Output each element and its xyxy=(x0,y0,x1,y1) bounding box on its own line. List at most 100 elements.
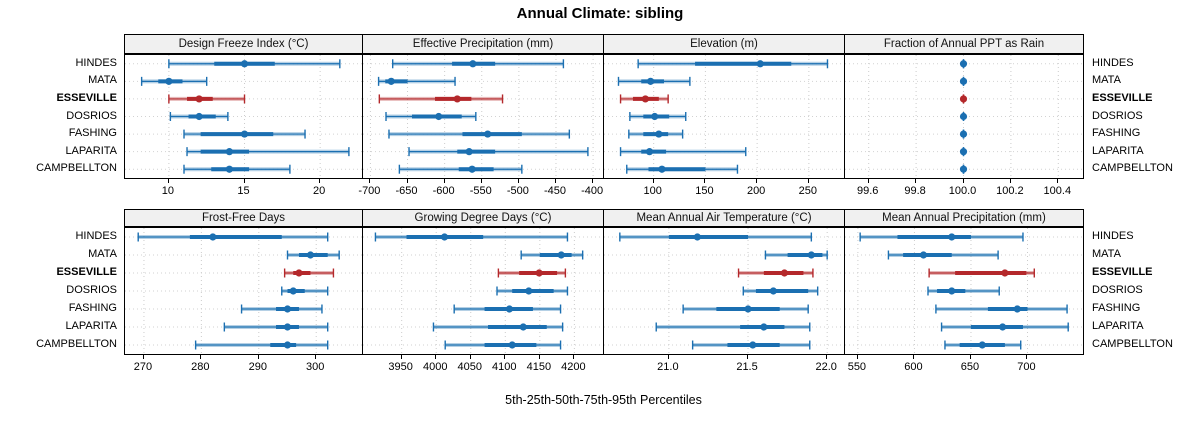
axis-tick-label: 10 xyxy=(161,185,174,197)
median-dot xyxy=(240,60,249,68)
median-dot xyxy=(508,341,516,349)
station-label-right-campbellton: CAMPBELLTON xyxy=(1092,162,1173,175)
station-row-fashing xyxy=(183,129,306,139)
axis-design-freeze-index: 10 15 20 xyxy=(124,179,362,201)
axis-tick-label: 150 xyxy=(695,185,714,197)
station-row-laparita xyxy=(432,322,564,332)
axis-tickmark xyxy=(1009,179,1011,183)
panel-strip-elevation: Elevation (m) xyxy=(603,34,845,54)
axis-tick-label: 100.2 xyxy=(996,185,1024,197)
station-label-left-mata: MATA xyxy=(88,248,117,260)
station-label-right-hindes: HINDES xyxy=(1092,56,1134,69)
station-row-campbellton xyxy=(626,164,739,174)
median-dot xyxy=(959,60,968,68)
median-dot xyxy=(195,95,203,103)
median-dot xyxy=(435,112,443,121)
panel-growing-degree-days xyxy=(362,227,604,355)
median-dot xyxy=(453,95,461,103)
panel-strip-mean-annual-air-temperature: Mean Annual Air Temperature (°C) xyxy=(603,209,845,227)
axis-tickmark xyxy=(167,179,169,183)
station-label-right-hindes: HINDES xyxy=(1092,230,1134,242)
axis-tick-label: 100 xyxy=(643,185,662,197)
station-row-laparita xyxy=(959,147,968,157)
axis-tickmark xyxy=(592,179,594,183)
station-row-esseville xyxy=(283,268,335,278)
station-row-campbellton xyxy=(444,340,562,350)
axis-tickmark xyxy=(807,179,809,183)
station-row-fashing xyxy=(959,129,968,139)
median-dot xyxy=(959,130,968,138)
axis-tick-label: 4100 xyxy=(492,361,517,373)
station-row-mata xyxy=(617,76,691,86)
median-dot xyxy=(468,165,476,173)
axis-tickmark xyxy=(443,179,445,183)
station-row-dosrios xyxy=(959,112,968,121)
station-label-left-esseville: ESSEVILLE xyxy=(56,91,117,104)
median-dot xyxy=(469,60,477,68)
station-row-dosrios xyxy=(742,286,819,296)
median-dot xyxy=(693,233,701,241)
median-dot xyxy=(440,233,449,241)
station-row-hindes xyxy=(137,232,329,242)
axis-tickmark xyxy=(480,179,482,183)
median-dot xyxy=(505,305,514,313)
median-dot xyxy=(283,305,292,313)
axis-tick-label: 650 xyxy=(960,361,980,373)
station-row-mata xyxy=(520,250,584,260)
station-label-right-dosrios: DOSRIOS xyxy=(1092,109,1143,122)
station-row-mata xyxy=(140,76,208,86)
station-label-left-laparita: LAPARITA xyxy=(65,320,117,332)
median-dot xyxy=(195,112,203,121)
axis-tickmark xyxy=(435,355,437,359)
median-dot xyxy=(519,323,527,331)
axis-tick-label: -400 xyxy=(581,185,604,197)
station-label-right-mata: MATA xyxy=(1092,248,1121,260)
axis-tick-label: 550 xyxy=(847,361,867,373)
median-dot xyxy=(959,112,968,121)
station-row-hindes xyxy=(859,232,1024,242)
panel-strip-fraction-of-annual-ppt-as-rain: Fraction of Annual PPT as Rain xyxy=(844,34,1084,54)
station-row-laparita xyxy=(223,322,329,332)
station-row-hindes xyxy=(959,59,968,69)
median-dot xyxy=(387,77,395,85)
station-label-left-mata: MATA xyxy=(88,74,117,87)
panel-mean-annual-precipitation xyxy=(844,227,1084,355)
station-row-hindes xyxy=(637,59,829,69)
station-row-campbellton xyxy=(959,164,968,174)
axis-tickmark xyxy=(406,179,408,183)
median-dot xyxy=(283,323,292,331)
station-row-fashing xyxy=(240,304,323,314)
panel-strip-mean-annual-precipitation: Mean Annual Precipitation (mm) xyxy=(844,209,1084,227)
station-row-hindes xyxy=(374,232,569,242)
axis-tickmark xyxy=(142,355,144,359)
axis-tick-label: 21.0 xyxy=(657,361,679,373)
station-row-esseville xyxy=(497,268,567,278)
axis-tick-label: 700 xyxy=(1017,361,1036,373)
axis-tick-label: 20 xyxy=(313,185,326,197)
median-dot xyxy=(525,287,533,295)
median-dot xyxy=(978,341,986,349)
axis-tick-label: 3950 xyxy=(388,361,413,373)
panel-elevation xyxy=(603,54,845,179)
station-label-right-laparita: LAPARITA xyxy=(1092,144,1144,157)
axis-tickmark xyxy=(200,355,202,359)
median-dot xyxy=(289,287,297,295)
median-dot xyxy=(1001,269,1009,277)
station-row-campbellton xyxy=(194,340,329,350)
station-row-fashing xyxy=(682,304,809,314)
station-row-dosrios xyxy=(927,286,1000,296)
panel-strip-growing-degree-days: Growing Degree Days (°C) xyxy=(362,209,604,227)
median-dot xyxy=(959,165,968,173)
axis-tickmark xyxy=(826,355,828,359)
station-row-campbellton xyxy=(398,164,523,174)
station-row-mata xyxy=(286,250,340,260)
axis-tickmark xyxy=(756,179,758,183)
station-row-mata xyxy=(377,76,456,86)
axis-tick-label: 4000 xyxy=(422,361,448,373)
station-label-right-fashing: FASHING xyxy=(1092,127,1141,140)
axis-tick-label: 250 xyxy=(798,185,818,197)
station-row-fashing xyxy=(388,129,571,139)
station-row-dosrios xyxy=(169,112,229,121)
median-dot xyxy=(760,323,768,331)
axis-tickmark xyxy=(554,179,556,183)
